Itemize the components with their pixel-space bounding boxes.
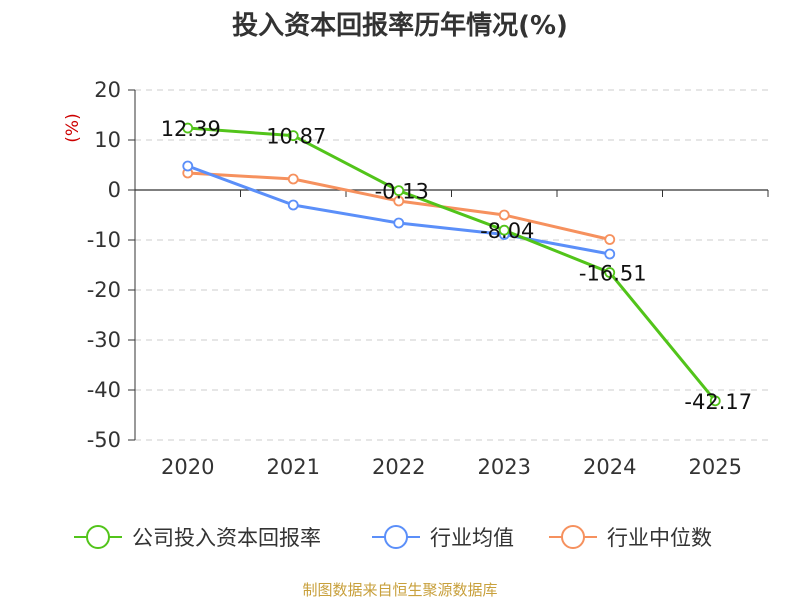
data-point xyxy=(287,130,299,142)
data-label: -42.17 xyxy=(684,390,752,414)
y-axis-label: (%) xyxy=(63,113,83,142)
x-tick-label: 2025 xyxy=(689,455,742,479)
y-tick-label: 10 xyxy=(94,128,121,152)
legend-label: 公司投入资本回报率 xyxy=(132,526,321,550)
x-tick-labels: 2020 2021 2022 2023 2024 2025 xyxy=(161,455,742,479)
legend-marker xyxy=(561,525,585,549)
legend-marker xyxy=(384,525,408,549)
chart-title: 投入资本回报率历年情况(%) xyxy=(232,10,568,41)
data-point xyxy=(393,195,405,207)
x-tick-label: 2020 xyxy=(161,455,214,479)
data-point xyxy=(393,185,405,197)
series-lines xyxy=(182,122,721,407)
data-point xyxy=(182,160,194,172)
y-tick-label: -20 xyxy=(87,278,121,302)
data-point xyxy=(498,224,510,236)
data-point xyxy=(182,122,194,134)
y-tick-label: -50 xyxy=(87,428,121,452)
axes xyxy=(134,90,769,440)
y-tick-label: 20 xyxy=(94,78,121,102)
legend-marker xyxy=(86,525,110,549)
y-tick-label: -10 xyxy=(87,228,121,252)
data-point xyxy=(604,267,616,278)
data-label: 10.87 xyxy=(266,125,326,149)
data-label: 12.39 xyxy=(161,117,221,141)
x-tick-label: 2024 xyxy=(583,455,636,479)
y-tick-labels: 20 10 0 -10 -20 -30 -40 -50 xyxy=(87,78,121,452)
y-tick-label: -30 xyxy=(87,328,121,352)
x-tick-label: 2022 xyxy=(372,455,425,479)
x-tick-label: 2023 xyxy=(478,455,531,479)
data-point xyxy=(709,395,721,407)
y-tick-label: -40 xyxy=(87,378,121,402)
data-point xyxy=(287,199,299,211)
legend: 公司投入资本回报率 行业均值 行业中位数 xyxy=(74,525,712,550)
source-note: 制图数据来自恒生聚源数据库 xyxy=(302,581,497,599)
gridlines xyxy=(128,89,768,441)
data-label: -16.51 xyxy=(579,262,647,286)
x-tick-label: 2021 xyxy=(267,455,320,479)
data-point xyxy=(393,217,405,229)
legend-label: 行业均值 xyxy=(430,526,514,550)
data-labels: 12.39 10.87 -0.13 -8.04 -16.51 -42.17 xyxy=(161,117,752,414)
data-label: -8.04 xyxy=(480,219,534,243)
legend-label: 行业中位数 xyxy=(607,526,712,550)
series-line-0 xyxy=(187,126,717,402)
data-point xyxy=(604,248,616,260)
data-label: -0.13 xyxy=(375,180,429,204)
data-point xyxy=(498,209,510,221)
y-tick-label: 0 xyxy=(108,178,121,202)
data-point xyxy=(604,234,616,245)
data-point xyxy=(287,173,299,185)
